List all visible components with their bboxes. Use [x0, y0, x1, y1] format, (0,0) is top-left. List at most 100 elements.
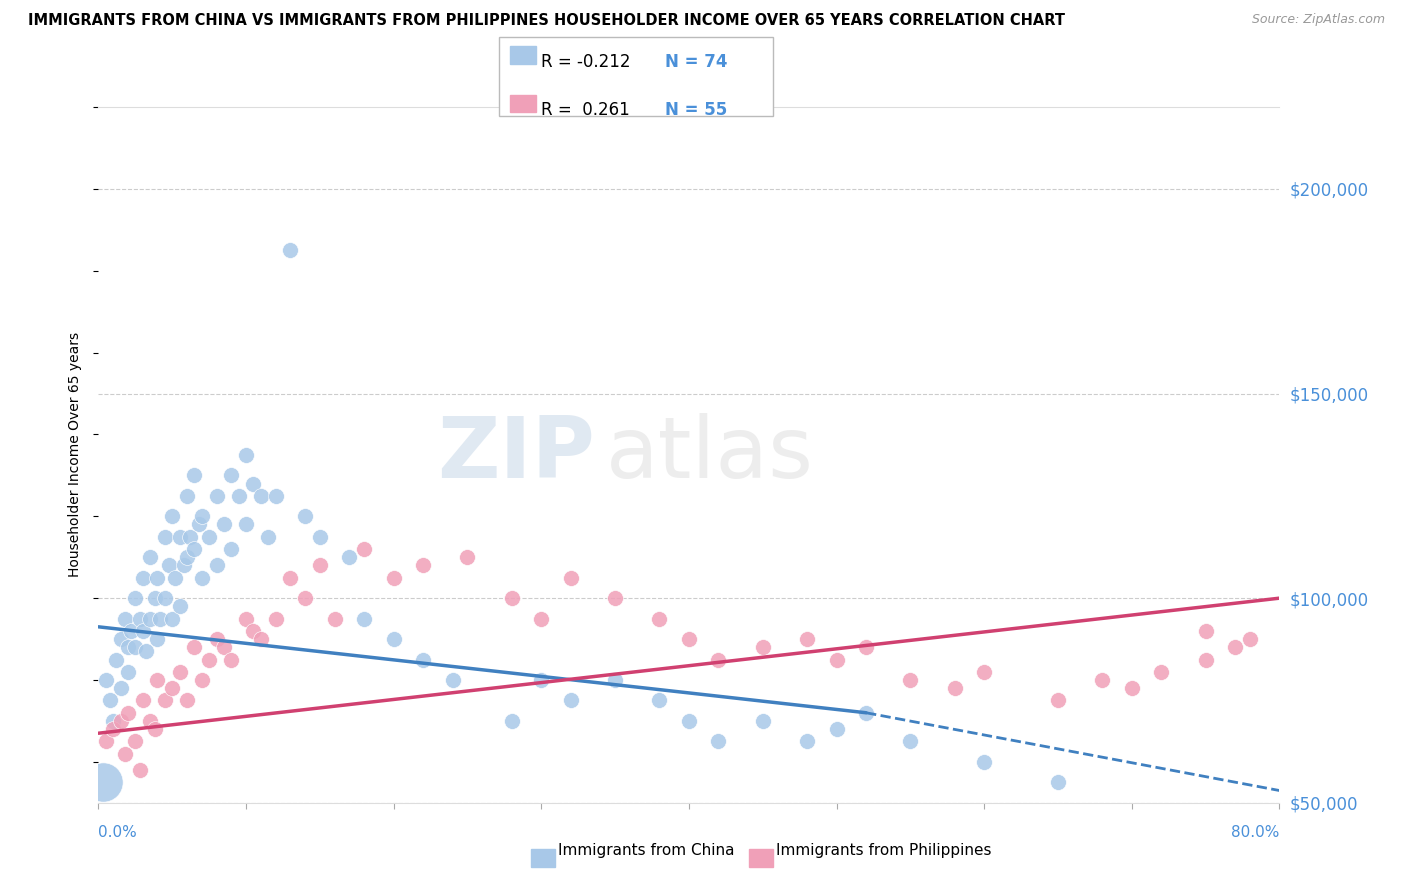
Point — [169, 599, 191, 614]
Point — [132, 624, 155, 638]
Point — [294, 509, 316, 524]
Text: 0.0%: 0.0% — [98, 825, 138, 840]
Point — [183, 542, 205, 557]
Point — [187, 517, 209, 532]
Point — [294, 591, 316, 606]
Point — [139, 612, 162, 626]
Point — [117, 706, 139, 720]
Text: ZIP: ZIP — [437, 413, 595, 497]
Point — [242, 624, 264, 638]
Point — [264, 489, 287, 503]
Point — [605, 591, 627, 606]
Point — [353, 612, 375, 626]
Point — [796, 734, 818, 748]
Point — [183, 640, 205, 655]
Point — [179, 530, 201, 544]
Point — [257, 530, 280, 544]
Point — [278, 244, 302, 258]
Point — [114, 612, 136, 626]
Text: Immigrants from China: Immigrants from China — [558, 843, 735, 858]
Point — [530, 673, 553, 687]
Point — [219, 542, 242, 557]
Point — [176, 550, 198, 565]
Point — [94, 673, 117, 687]
Point — [605, 673, 627, 687]
Point — [1091, 673, 1114, 687]
Point — [235, 612, 257, 626]
Point — [117, 665, 139, 679]
Point — [339, 550, 360, 565]
Point — [751, 640, 773, 655]
Text: 80.0%: 80.0% — [1232, 825, 1279, 840]
Point — [132, 693, 155, 707]
Point — [323, 612, 346, 626]
Point — [250, 632, 273, 646]
Point — [117, 640, 139, 655]
Point — [1195, 624, 1218, 638]
Point — [412, 558, 434, 573]
Point — [169, 530, 191, 544]
Point — [110, 714, 132, 728]
Point — [219, 652, 242, 666]
Point — [501, 714, 523, 728]
Point — [103, 722, 125, 736]
Point — [176, 489, 198, 503]
Point — [173, 558, 195, 573]
Point — [242, 476, 264, 491]
Point — [456, 550, 478, 565]
Point — [1046, 693, 1069, 707]
Point — [309, 558, 332, 573]
Point — [205, 632, 228, 646]
Text: IMMIGRANTS FROM CHINA VS IMMIGRANTS FROM PHILIPPINES HOUSEHOLDER INCOME OVER 65 : IMMIGRANTS FROM CHINA VS IMMIGRANTS FROM… — [28, 13, 1066, 29]
Point — [382, 571, 405, 585]
Point — [796, 632, 818, 646]
Point — [120, 624, 142, 638]
Text: N = 55: N = 55 — [665, 101, 727, 119]
Point — [1223, 640, 1246, 655]
Point — [143, 722, 166, 736]
Point — [1195, 652, 1218, 666]
Point — [162, 509, 183, 524]
Text: N = 74: N = 74 — [665, 53, 727, 70]
Text: R =  0.261: R = 0.261 — [541, 101, 630, 119]
Point — [198, 530, 221, 544]
Point — [943, 681, 966, 696]
Text: R = -0.212: R = -0.212 — [541, 53, 631, 70]
Point — [707, 734, 730, 748]
Point — [198, 652, 221, 666]
Point — [191, 673, 214, 687]
Point — [162, 612, 183, 626]
Point — [825, 722, 848, 736]
Point — [153, 591, 176, 606]
Point — [135, 644, 157, 658]
Point — [235, 448, 257, 462]
Point — [560, 693, 582, 707]
Point — [501, 591, 523, 606]
Point — [128, 763, 150, 777]
Point — [228, 489, 250, 503]
Point — [973, 665, 995, 679]
Point — [191, 571, 214, 585]
Point — [146, 571, 169, 585]
Point — [648, 612, 671, 626]
Text: Source: ZipAtlas.com: Source: ZipAtlas.com — [1251, 13, 1385, 27]
Point — [124, 734, 146, 748]
Point — [91, 775, 114, 789]
Point — [146, 632, 169, 646]
Point — [900, 673, 922, 687]
Point — [153, 530, 176, 544]
Point — [1239, 632, 1261, 646]
Point — [139, 714, 162, 728]
Point — [132, 571, 155, 585]
Text: atlas: atlas — [606, 413, 814, 497]
Point — [98, 693, 121, 707]
Point — [1150, 665, 1173, 679]
Point — [183, 468, 205, 483]
Point — [128, 612, 150, 626]
Point — [157, 558, 180, 573]
Point — [309, 530, 332, 544]
Point — [146, 673, 169, 687]
Point — [205, 558, 228, 573]
Point — [678, 632, 700, 646]
Point — [162, 681, 183, 696]
